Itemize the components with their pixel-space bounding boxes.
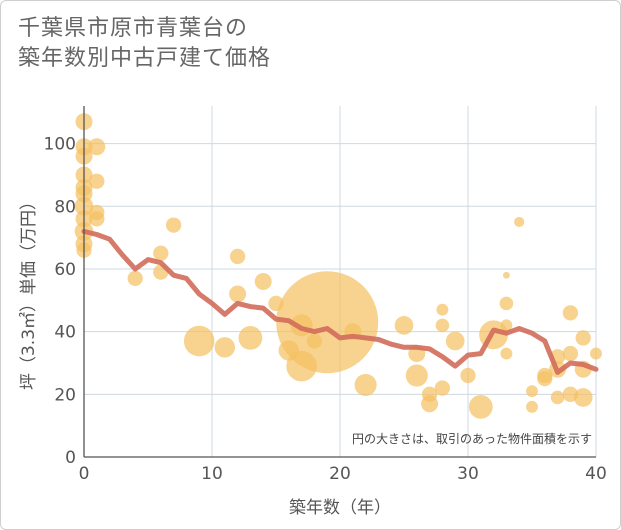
- bubble-41: [445, 331, 465, 351]
- bubble-62: [573, 388, 593, 407]
- bubble-38: [436, 303, 449, 316]
- bubble-60: [575, 330, 591, 346]
- chart-title: 千葉県市原市青葉台の 築年数別中古戸建て価格: [18, 14, 271, 74]
- bubble-45: [503, 271, 510, 279]
- bubble-22: [229, 285, 247, 303]
- average-price-line: [81, 228, 599, 375]
- y-tick-label-4: 80: [54, 197, 76, 217]
- bubble-48: [500, 347, 513, 360]
- x-tick-label-0: 0: [79, 464, 90, 484]
- bubble-51: [526, 400, 538, 413]
- x-axis-label: 築年数（年）: [289, 498, 391, 518]
- x-tick-label-3: 30: [457, 464, 479, 484]
- bubble-46: [499, 296, 514, 311]
- bubble-53: [537, 371, 553, 387]
- bubble-47: [500, 319, 513, 332]
- bubble-19: [183, 325, 215, 357]
- bubble-58: [562, 345, 579, 362]
- bubble-16: [153, 245, 169, 261]
- bubble-63: [590, 347, 602, 360]
- bubble-33: [394, 316, 414, 335]
- bubble-21: [229, 248, 246, 265]
- bubble-14: [89, 211, 105, 227]
- bubble-size-note: 円の大きさは、取引のあった物件面積を示す: [352, 431, 592, 446]
- y-tick-label-5: 100: [44, 135, 76, 155]
- chart-title-line-1: 千葉県市原市青葉台の: [18, 16, 249, 41]
- bubble-12: [89, 173, 105, 189]
- y-axis-label: 坪（3.3㎡）単価（万円）: [19, 193, 39, 390]
- bubble-30: [276, 271, 379, 374]
- bubble-24: [254, 273, 272, 290]
- bubble-20: [214, 337, 235, 358]
- bubble-43: [468, 394, 493, 419]
- bubble-49: [514, 216, 525, 228]
- y-tick-label-2: 40: [54, 323, 76, 343]
- x-tick-label-2: 20: [329, 464, 351, 484]
- bubble-35: [405, 364, 428, 387]
- bubble-42: [460, 367, 476, 384]
- bubble-50: [526, 385, 538, 398]
- bubble-18: [165, 217, 182, 233]
- bubble-57: [562, 305, 579, 321]
- bubble-37: [421, 395, 439, 413]
- bubble-15: [127, 270, 143, 287]
- y-tick-label-0: 0: [65, 448, 76, 468]
- x-tick-label-1: 10: [201, 464, 223, 484]
- bubble-23: [238, 326, 263, 350]
- y-tick-label-1: 20: [54, 385, 76, 405]
- chart-title-line-2: 築年数別中古戸建て価格: [18, 46, 272, 71]
- bubble-56: [550, 390, 565, 405]
- bubble-layer: [74, 113, 602, 419]
- bubble-40: [434, 380, 451, 396]
- x-tick-label-4: 40: [585, 464, 607, 484]
- bubble-39: [435, 318, 450, 333]
- bubble-11: [88, 138, 106, 156]
- bubble-32: [354, 373, 377, 396]
- axes: 0 10 20 30 40 0 20 40 60 80 100: [44, 106, 607, 484]
- y-tick-label-3: 60: [54, 260, 76, 280]
- average-line-layer: [81, 228, 599, 375]
